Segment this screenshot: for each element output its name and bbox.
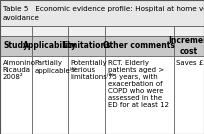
Text: Other comments: Other comments [103, 41, 175, 50]
Bar [174, 26, 204, 36]
Bar [0, 26, 32, 36]
Bar [0, 56, 32, 134]
Text: Incremen
cost: Incremen cost [169, 36, 204, 56]
Text: Saves £20: Saves £20 [176, 60, 204, 66]
Bar [32, 26, 68, 36]
Bar [105, 26, 174, 36]
Bar [0, 36, 32, 56]
Bar [174, 36, 204, 56]
Text: Applicability: Applicability [23, 41, 77, 50]
Bar [105, 36, 174, 56]
Text: Table 5   Economic evidence profile: Hospital at home versu: Table 5 Economic evidence profile: Hospi… [3, 6, 204, 12]
Text: RCT. Elderly
patients aged >
75 years, with
exacerbation of
COPD who were
assess: RCT. Elderly patients aged > 75 years, w… [108, 60, 169, 108]
Bar [32, 36, 68, 56]
Bar [174, 56, 204, 134]
Bar [68, 26, 105, 36]
Bar [68, 36, 105, 56]
Bar [105, 56, 174, 134]
Bar [0, 0, 204, 26]
Text: Limitations: Limitations [62, 41, 111, 50]
Bar [68, 56, 105, 134]
Bar [32, 56, 68, 134]
Text: Potentially
serious
limitations⁽²⁾: Potentially serious limitations⁽²⁾ [70, 60, 113, 80]
Text: Aimonino
Ricauda
2008²: Aimonino Ricauda 2008² [2, 60, 35, 80]
Text: Partially
applicable⁽¹⁾: Partially applicable⁽¹⁾ [35, 60, 77, 74]
Text: Study: Study [4, 41, 29, 50]
Text: avoidance: avoidance [3, 15, 40, 21]
